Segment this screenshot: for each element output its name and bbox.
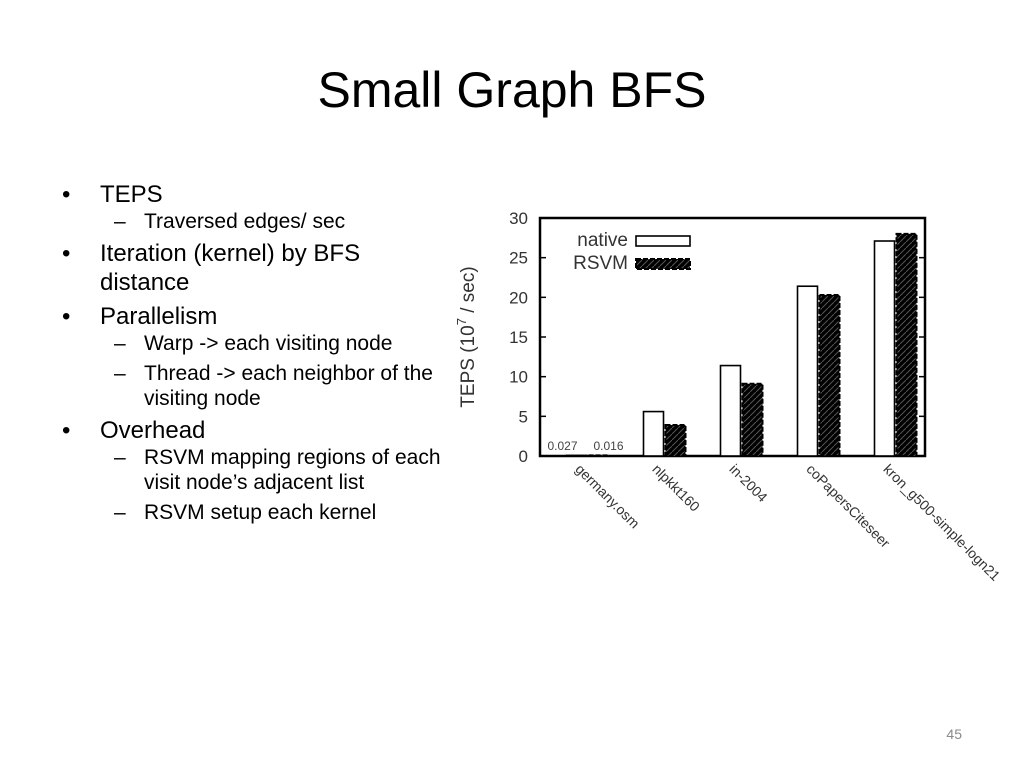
subbullet-text: Traversed edges/ sec [144,210,346,233]
subbullet-text: RSVM setup each kernel [144,501,377,524]
bar-rsvm [818,293,841,457]
bullet-item-iteration: • Iteration (kernel) by BFS distance [62,239,420,297]
bullet-glyph: • [62,417,71,444]
bar-rsvm [587,454,610,457]
bullet-text: TEPS [100,181,163,208]
subbullet-text: Thread -> each neighbor of the visiting … [144,362,433,410]
bar-native [873,240,896,457]
bullet-item-teps: • TEPS – Traversed edges/ sec [62,180,462,234]
bullet-glyph: • [62,303,71,330]
x-tick-label: germany.osm [572,461,643,532]
y-tick-label: 15 [509,328,528,347]
y-axis-label: TEPS (107 / sec) [454,266,479,407]
bullet-text: Parallelism [100,303,218,330]
bar-rsvm [895,232,918,457]
subbullet-text: Warp -> each visiting node [144,332,393,355]
y-tick-label: 30 [509,209,528,228]
y-tick-label: 25 [509,249,528,268]
legend-label: RSVM [573,253,628,274]
bar-native [565,454,588,457]
y-tick-label: 10 [509,368,528,387]
subbullet-item: – Traversed edges/ sec [100,209,462,234]
legend-label: native [577,230,628,251]
dash-glyph: – [114,332,126,355]
bar-rsvm [741,382,764,458]
subbullet-item: – Thread -> each neighbor of the visitin… [100,361,464,411]
y-tick-label: 5 [519,407,528,426]
y-tick-label: 0 [519,447,528,466]
subbullet-item: – RSVM mapping regions of each visit nod… [100,445,464,495]
x-tick-label: in-2004 [726,461,770,505]
dash-glyph: – [114,362,126,385]
page-number: 45 [946,726,962,742]
bullet-glyph: • [62,240,71,267]
teps-bar-chart: 0 5 10 15 20 25 30 TEPS (107 / sec) germany.osm n… [450,200,1010,620]
bullet-list: • TEPS – Traversed edges/ sec • Iteratio… [62,180,462,530]
bar-native [642,410,665,457]
bar-native [719,364,742,457]
legend-swatch-rsvm [635,258,691,270]
subbullet-item: – RSVM setup each kernel [100,500,504,525]
dash-glyph: – [114,210,126,233]
bullet-text: Iteration (kernel) by BFS distance [100,240,361,296]
data-label: 0.027 [547,439,577,453]
bar-rsvm [664,424,687,457]
slide-title: Small Graph BFS [317,62,707,118]
bullet-item-overhead: • Overhead – RSVM mapping regions of eac… [62,416,462,525]
dash-glyph: – [114,501,126,524]
x-tick-label: nlpkkt160 [649,461,703,515]
bar-native [796,285,819,457]
data-label: 0.016 [593,439,623,453]
x-tick-label: coPapersCiteseer [803,461,893,551]
bullet-item-parallelism: • Parallelism – Warp -> each visiting no… [62,302,462,411]
dash-glyph: – [114,446,126,469]
bullet-glyph: • [62,181,71,208]
bullet-text: Overhead [100,417,206,444]
subbullet-item: – Warp -> each visiting node [100,331,504,356]
legend-swatch-native [635,235,691,247]
subbullet-text: RSVM mapping regions of each visit node’… [144,446,441,494]
y-tick-label: 20 [509,288,528,307]
x-tick-label: kron_g500-simple-logn21 [880,461,1003,584]
